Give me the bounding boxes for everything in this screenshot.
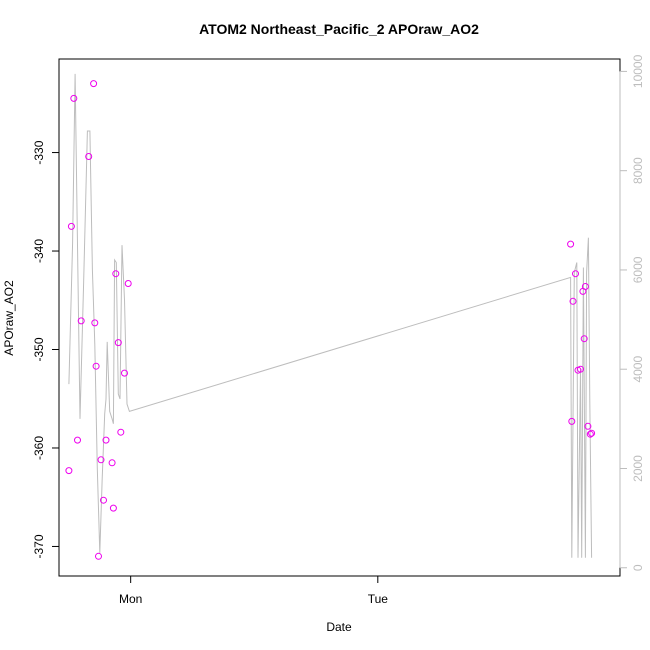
data-point: [95, 552, 102, 560]
data-point: [117, 428, 125, 436]
data-point: [92, 362, 100, 370]
data-point: [74, 436, 81, 444]
y2-tick-label: 2000: [631, 455, 645, 482]
data-point: [588, 429, 596, 437]
data-point: [85, 153, 93, 160]
data-point: [569, 297, 577, 305]
data-point: [572, 270, 579, 278]
y-tick-label: -350: [32, 337, 46, 361]
y-axis-label: APOraw_AO2: [2, 280, 16, 356]
data-point: [584, 422, 592, 430]
y2-tick-label: 6000: [631, 256, 645, 283]
x-tick-label: Tue: [368, 592, 389, 606]
data-point: [109, 504, 117, 512]
y2-tick-label: 0: [631, 564, 645, 571]
chart-title: ATOM2 Northeast_Pacific_2 APOraw_AO2: [199, 21, 479, 37]
x-axis-label: Date: [326, 620, 352, 634]
data-point: [90, 80, 98, 88]
data-point: [567, 240, 575, 248]
y2-tick-label: 10000: [631, 54, 645, 88]
data-point: [77, 317, 85, 325]
data-point: [65, 467, 73, 475]
y-tick-label: -370: [32, 534, 46, 558]
data-point: [102, 436, 110, 444]
data-point: [114, 339, 122, 347]
data-point: [124, 280, 132, 287]
data-point: [70, 94, 78, 102]
data-point: [581, 283, 589, 290]
x-tick-label: Mon: [119, 592, 142, 606]
data-point: [112, 270, 120, 278]
x-axis: Mon Tue: [119, 575, 389, 606]
y2-tick-label: 4000: [631, 356, 645, 383]
points-layer: [65, 80, 596, 560]
y-tick-label: -360: [32, 436, 46, 460]
series-line-layer: [68, 73, 593, 558]
data-point: [577, 365, 584, 373]
data-point: [580, 335, 588, 343]
y-tick-label: -340: [32, 239, 46, 263]
data-point: [121, 369, 128, 377]
data-point: [568, 417, 576, 425]
plot-frame: [58, 58, 621, 577]
data-point: [100, 496, 107, 504]
data-point: [67, 222, 75, 230]
data-point: [586, 430, 594, 438]
series-line-0: [68, 73, 593, 558]
data-point: [108, 459, 116, 467]
data-point: [91, 319, 99, 327]
left-y-axis: -370 -360 -350 -340 -330: [32, 140, 60, 559]
data-point: [97, 456, 105, 464]
right-y-axis: 0 2000 4000 6000 8000 10000: [619, 54, 645, 571]
y-tick-label: -330: [32, 140, 46, 164]
y2-tick-label: 8000: [631, 157, 645, 184]
